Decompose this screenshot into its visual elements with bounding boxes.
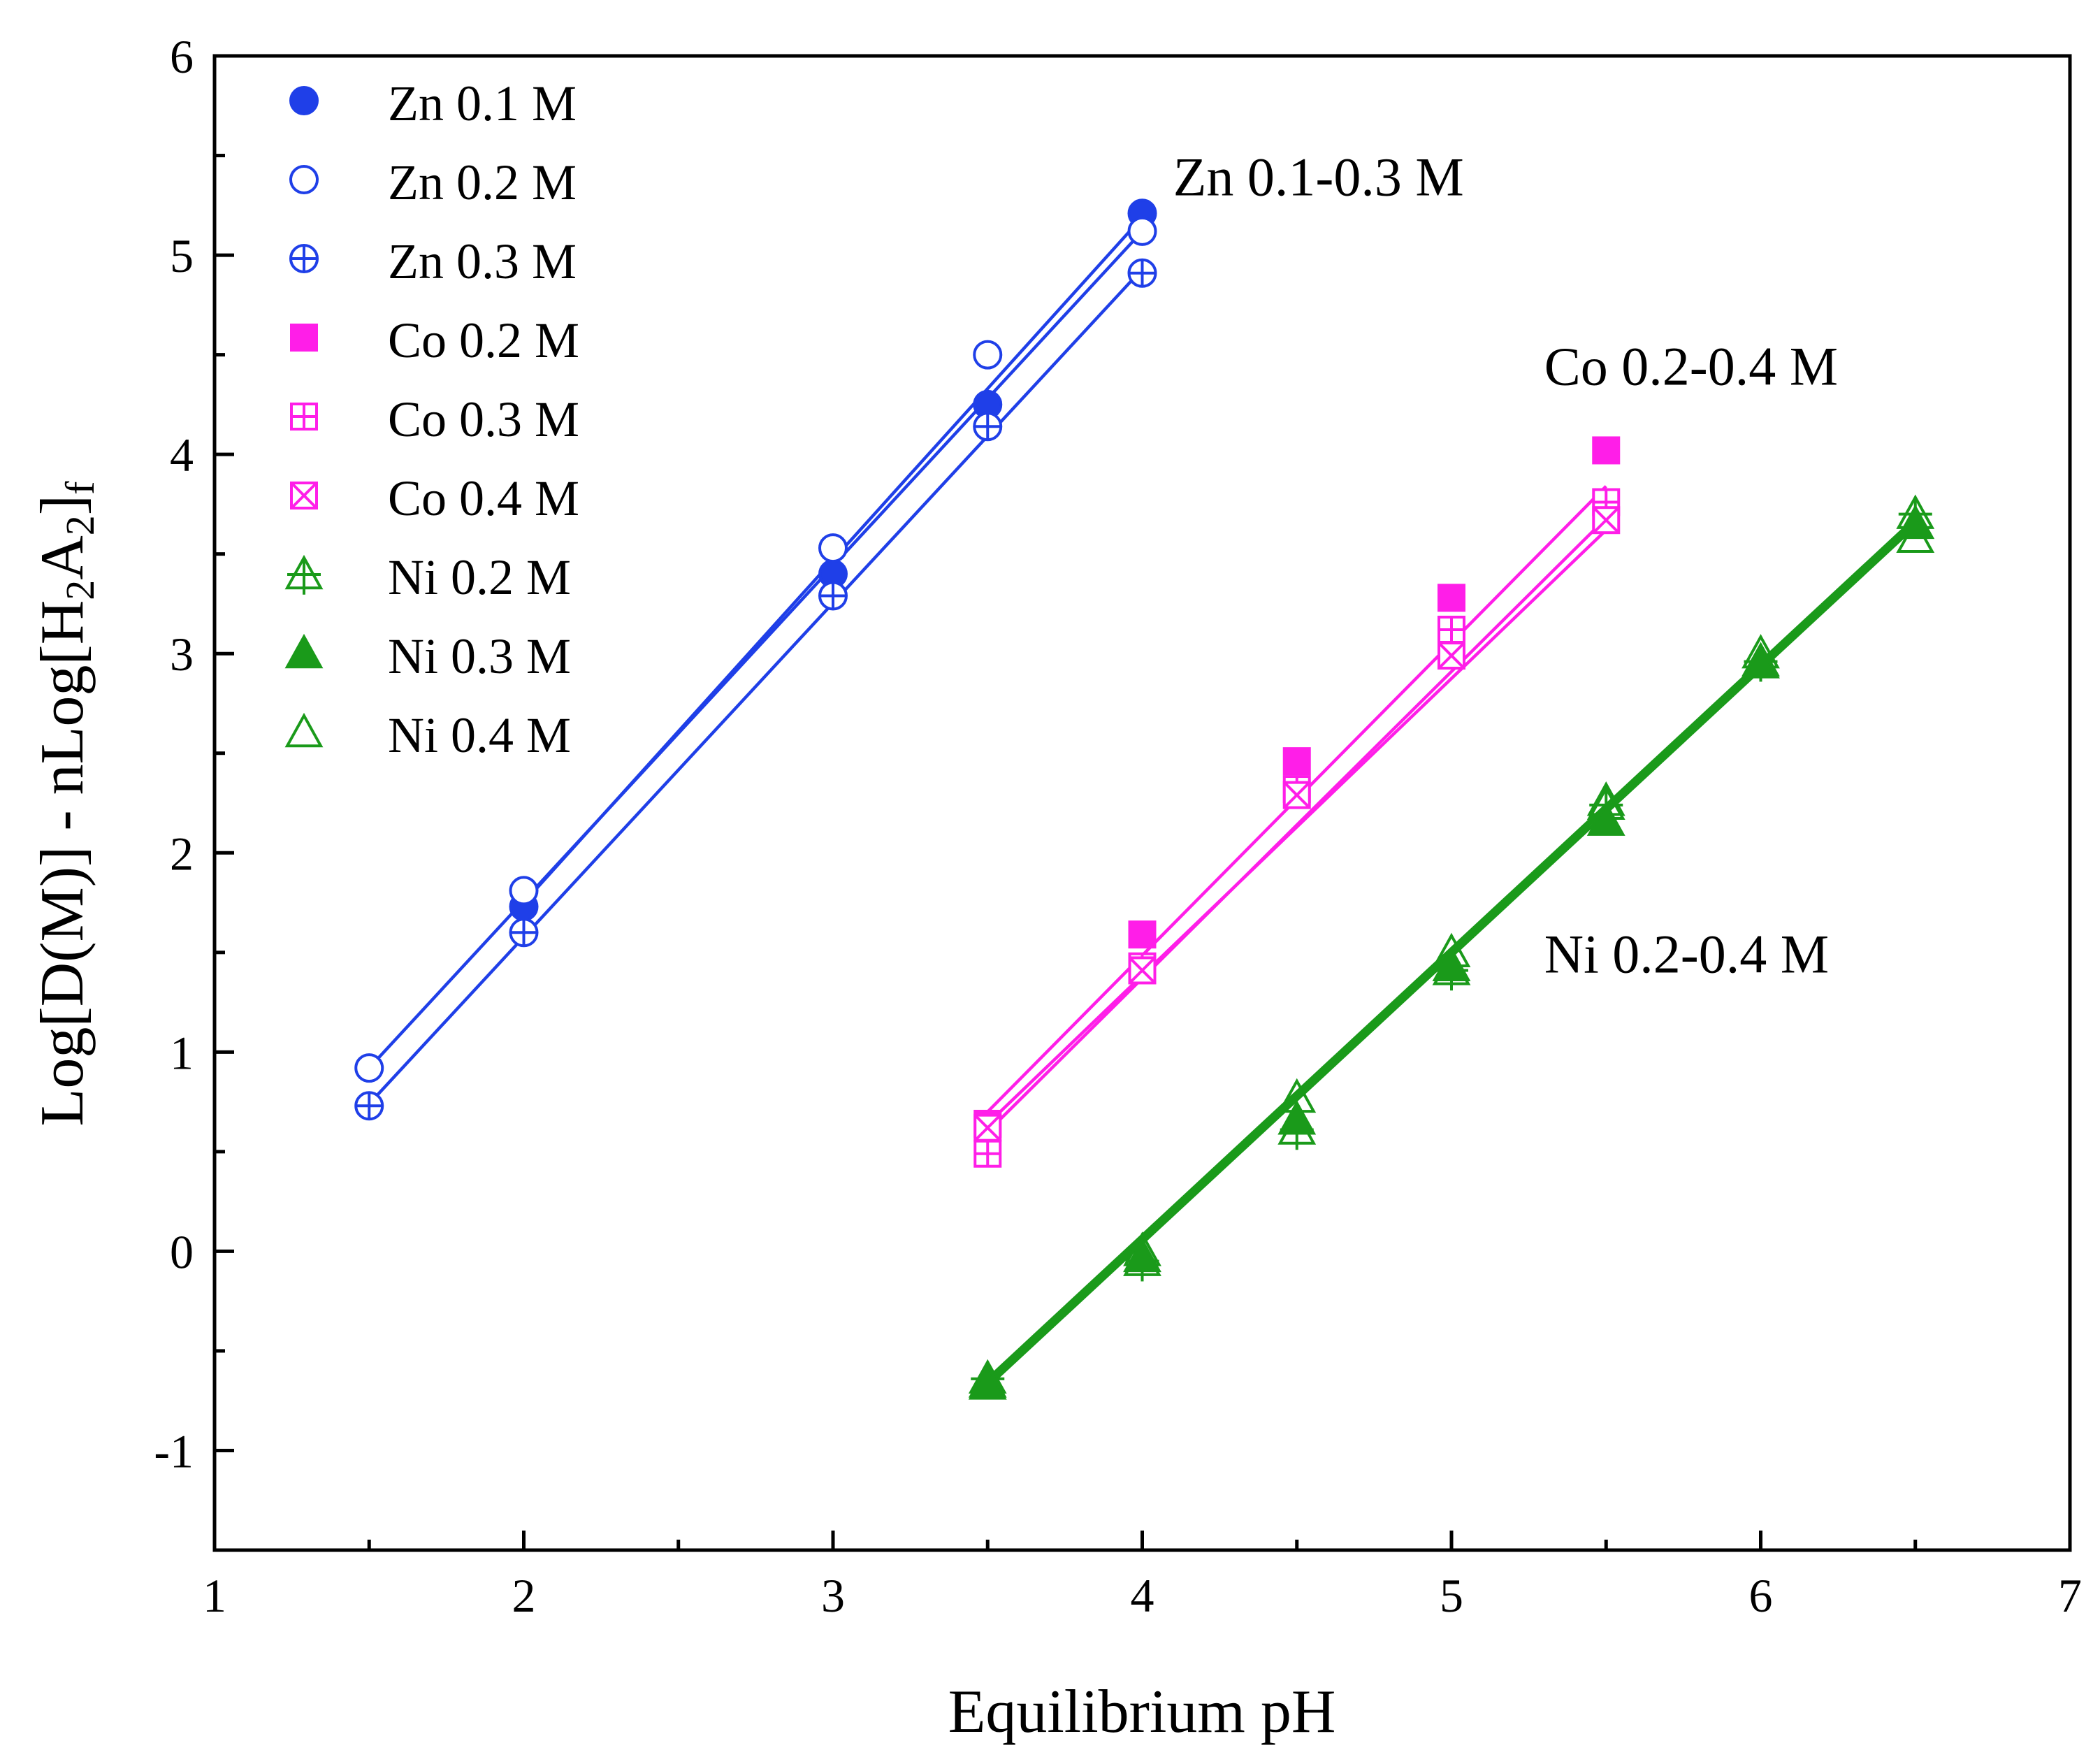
- x-tick-label: 1: [203, 1569, 226, 1622]
- legend-marker-co-0-3-m: [290, 403, 318, 431]
- point-ni-0-3-m: [1586, 801, 1625, 836]
- x-tick-label: 5: [1440, 1569, 1463, 1622]
- point-co-0-2-m: [1592, 436, 1621, 465]
- legend-label-zn-0-3-m: Zn 0.3 M: [388, 233, 577, 289]
- point-co-0-3-m: [973, 1139, 1002, 1168]
- y-tick-label: 2: [170, 827, 194, 880]
- legend-label-zn-0-1-m: Zn 0.1 M: [388, 75, 577, 131]
- legend-marker-zn-0-2-m: [289, 165, 319, 194]
- point-co-0-2-m: [1128, 920, 1157, 949]
- y-tick-label: 3: [170, 628, 194, 681]
- plot-frame: [212, 54, 2072, 1552]
- legend-marker-co-0-4-m: [290, 482, 318, 509]
- y-tick-label: 4: [170, 428, 194, 482]
- point-ni-0-4-m: [1896, 518, 1935, 554]
- point-ni-0-3-m: [1741, 644, 1780, 679]
- y-tick-label: -1: [154, 1424, 194, 1477]
- data-points: [354, 198, 1935, 1400]
- point-ni-0-4-m: [1123, 1231, 1161, 1266]
- point-zn-0-3-m: [509, 918, 539, 948]
- point-ni-0-4-m: [1432, 932, 1471, 967]
- x-tick-label: 6: [1749, 1569, 1773, 1622]
- legend-marker-ni-0-2-m: [284, 554, 324, 595]
- point-ni-0-3-m: [1123, 1237, 1161, 1273]
- point-co-0-4-m: [1438, 642, 1465, 670]
- legend-marker-zn-0-1-m: [289, 86, 319, 115]
- point-ni-0-4-m: [1741, 634, 1780, 669]
- y-tick-label: 1: [170, 1026, 194, 1079]
- x-axis-title: Equilibrium pH: [948, 1678, 1336, 1746]
- point-co-0-2-m: [1282, 747, 1311, 776]
- point-zn-0-3-m: [354, 1091, 384, 1121]
- y-tick-label: 5: [170, 229, 194, 282]
- x-tick-label: 4: [1131, 1569, 1154, 1622]
- point-zn-0-2-m: [973, 340, 1003, 370]
- annotation-label: Co 0.2-0.4 M: [1544, 335, 1838, 396]
- legend: Zn 0.1 M Zn 0.2 M Zn 0.3 M Co 0.2 M Co 0.3 M…: [284, 75, 579, 763]
- point-zn-0-2-m: [509, 876, 539, 906]
- legend-label-ni-0-2-m: Ni 0.2 M: [388, 549, 571, 605]
- tick-labels: 1 2 3 4 5 6 7 -1 0 1 2 3 4 5 6: [154, 30, 2082, 1622]
- x-tick-label: 2: [512, 1569, 536, 1622]
- y-tick-label: 0: [170, 1225, 194, 1278]
- point-ni-0-3-m: [1277, 1100, 1317, 1135]
- legend-label-ni-0-4-m: Ni 0.4 M: [388, 707, 571, 763]
- x-tick-label: 3: [821, 1569, 845, 1622]
- point-ni-0-4-m: [968, 1363, 1007, 1398]
- point-co-0-4-m: [973, 1113, 1002, 1142]
- fit-line: [368, 268, 1144, 1105]
- point-co-0-3-m: [1438, 615, 1465, 644]
- x-tick-label: 7: [2058, 1569, 2082, 1622]
- point-zn-0-3-m: [1127, 258, 1157, 288]
- point-zn-0-2-m: [354, 1053, 384, 1083]
- point-co-0-4-m: [1282, 781, 1311, 809]
- point-zn-0-3-m: [818, 581, 848, 611]
- fit-line: [986, 528, 1607, 1125]
- legend-label-co-0-4-m: Co 0.4 M: [388, 470, 579, 526]
- point-co-0-4-m: [1592, 506, 1621, 535]
- fit-line: [368, 230, 1144, 1069]
- annotation-label: Zn 0.1-0.3 M: [1173, 147, 1464, 208]
- point-zn-0-2-m: [818, 533, 848, 563]
- legend-label-ni-0-3-m: Ni 0.3 M: [388, 628, 571, 684]
- point-zn-0-3-m: [973, 412, 1003, 442]
- point-co-0-2-m: [1438, 584, 1465, 612]
- legend-marker-zn-0-3-m: [289, 244, 319, 273]
- legend-marker-co-0-2-m: [290, 324, 318, 352]
- legend-marker-ni-0-3-m: [284, 633, 324, 669]
- legend-label-co-0-3-m: Co 0.3 M: [388, 391, 579, 447]
- point-ni-0-4-m: [1277, 1078, 1317, 1113]
- y-axis-title: Log[D(M)] - nLog[H2A2]f: [29, 481, 103, 1127]
- legend-label-co-0-2-m: Co 0.2 M: [388, 312, 579, 368]
- y-tick-label: 6: [170, 30, 194, 83]
- annotation-label: Ni 0.2-0.4 M: [1544, 923, 1829, 984]
- legend-label-zn-0-2-m: Zn 0.2 M: [388, 154, 577, 210]
- point-co-0-4-m: [1128, 956, 1157, 985]
- point-ni-0-4-m: [1586, 781, 1625, 816]
- annotations: Zn 0.1-0.3 M Co 0.2-0.4 M Ni 0.2-0.4 M: [1173, 147, 1838, 985]
- point-zn-0-2-m: [1127, 216, 1157, 246]
- legend-marker-ni-0-4-m: [284, 712, 324, 748]
